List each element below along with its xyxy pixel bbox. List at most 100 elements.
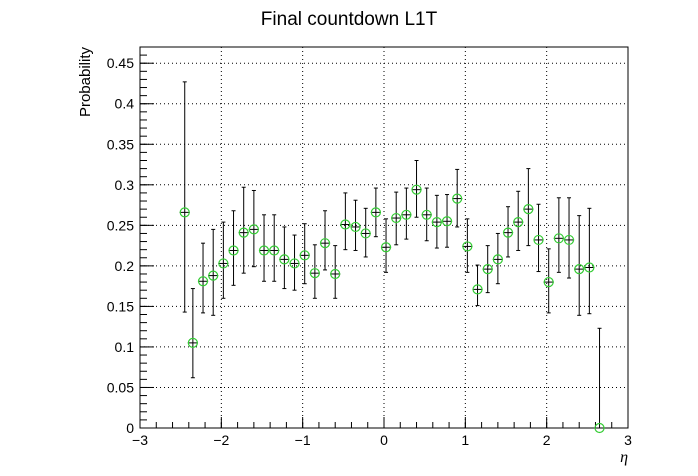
data-point-errorbar xyxy=(411,159,422,218)
data-point-errorbar xyxy=(319,210,331,271)
data-point-errorbar xyxy=(553,197,564,273)
data-point-errorbar xyxy=(248,189,259,268)
data-point-errorbar xyxy=(401,187,412,240)
y-tick-label: 0 xyxy=(126,420,134,436)
data-point-errorbar xyxy=(269,214,280,282)
data-point-errorbar xyxy=(279,226,290,290)
y-tick-label: 0.2 xyxy=(115,258,135,274)
data-point-errorbar xyxy=(299,223,310,285)
y-tick-label: 0.4 xyxy=(115,96,135,112)
data-point-errorbar xyxy=(309,244,320,299)
data-point-errorbar xyxy=(543,248,554,314)
data-point-marker xyxy=(238,227,249,238)
data-point-errorbar xyxy=(502,206,514,258)
data-point-errorbar xyxy=(574,215,585,316)
error-bars xyxy=(179,81,605,429)
data-point-errorbar xyxy=(370,187,381,238)
x-tick-label: 0 xyxy=(380,432,388,448)
data-point-marker xyxy=(563,234,575,246)
data-point-marker xyxy=(533,234,544,246)
tick-labels: −3 −2 −1 0 1 2 3 0 0.05 0.1 0.15 0.2 0.25 0.3 0.35 0.4 0… xyxy=(107,55,632,448)
data-point-marker xyxy=(279,254,290,265)
data-point-errorbar xyxy=(584,207,595,315)
data-point-marker xyxy=(584,262,595,273)
x-axis-label: η xyxy=(620,449,628,466)
data-point-marker xyxy=(370,207,381,218)
axis-ticks xyxy=(139,46,629,429)
data-point-marker xyxy=(441,216,453,227)
data-point-marker xyxy=(197,276,209,287)
data-point-errorbar xyxy=(197,242,209,314)
data-point-marker xyxy=(218,258,229,269)
data-point-marker xyxy=(299,250,310,261)
data-point-errorbar xyxy=(208,228,219,316)
data-point-errorbar xyxy=(492,232,503,285)
x-tick-label: 2 xyxy=(543,432,551,448)
data-point-errorbar xyxy=(360,207,371,258)
data-point-errorbar xyxy=(452,168,463,228)
y-axis-label: Probability xyxy=(77,47,94,118)
data-point-errorbar xyxy=(179,81,190,313)
x-tick-label: −2 xyxy=(213,432,229,448)
data-point-errorbar xyxy=(421,187,432,242)
data-markers xyxy=(179,184,605,434)
y-tick-label: 0.45 xyxy=(107,55,134,71)
data-point-marker xyxy=(258,245,270,256)
data-point-marker xyxy=(360,228,371,239)
grid xyxy=(140,47,628,428)
data-point-marker xyxy=(269,245,280,256)
data-point-marker xyxy=(513,216,524,228)
data-point-errorbar xyxy=(431,194,442,249)
data-point-errorbar xyxy=(218,221,229,299)
data-point-errorbar xyxy=(563,197,575,279)
data-point-marker xyxy=(421,209,432,220)
data-point-errorbar xyxy=(533,203,544,273)
data-point-errorbar xyxy=(462,218,473,273)
data-point-marker xyxy=(502,227,514,238)
y-tick-label: 0.15 xyxy=(107,298,134,314)
data-point-marker xyxy=(482,264,493,275)
data-point-marker xyxy=(350,221,361,233)
data-point-errorbar xyxy=(238,186,249,274)
data-point-marker xyxy=(462,241,473,252)
data-point-marker xyxy=(248,224,259,235)
data-point-errorbar xyxy=(350,199,361,251)
data-point-marker xyxy=(401,209,412,220)
data-point-marker xyxy=(431,216,442,228)
data-point-marker xyxy=(340,219,351,230)
data-point-errorbar xyxy=(513,190,524,251)
y-tick-label: 0.35 xyxy=(107,136,134,152)
y-tick-label: 0.1 xyxy=(115,339,135,355)
data-point-errorbar xyxy=(380,218,392,273)
x-tick-label: 3 xyxy=(624,432,632,448)
data-point-marker xyxy=(309,268,320,279)
data-point-marker xyxy=(553,233,564,244)
data-point-errorbar xyxy=(228,210,239,286)
y-tick-label: 0.05 xyxy=(107,379,134,395)
data-point-errorbar xyxy=(340,192,351,251)
data-point-marker xyxy=(179,207,190,218)
data-point-marker xyxy=(319,238,331,249)
data-point-errorbar xyxy=(289,234,300,291)
data-point-errorbar xyxy=(594,327,605,429)
data-point-marker xyxy=(380,242,392,253)
y-tick-label: 0.25 xyxy=(107,217,134,233)
data-point-marker xyxy=(228,245,239,256)
chart-title: Final countdown L1T xyxy=(261,9,438,30)
plot-frame xyxy=(139,46,629,429)
data-point-marker xyxy=(492,254,503,265)
data-point-errorbar xyxy=(330,245,341,299)
data-point-marker xyxy=(411,184,422,195)
x-tick-label: −3 xyxy=(132,432,148,448)
y-tick-label: 0.3 xyxy=(115,177,135,193)
x-tick-label: −1 xyxy=(295,432,311,448)
data-point-errorbar xyxy=(523,168,534,247)
data-point-errorbar xyxy=(482,245,493,294)
data-point-marker xyxy=(594,422,605,434)
data-point-marker xyxy=(472,284,483,295)
data-point-marker xyxy=(187,337,198,348)
data-point-marker xyxy=(574,264,585,275)
x-tick-label: 1 xyxy=(461,432,469,448)
data-point-marker xyxy=(391,212,402,224)
